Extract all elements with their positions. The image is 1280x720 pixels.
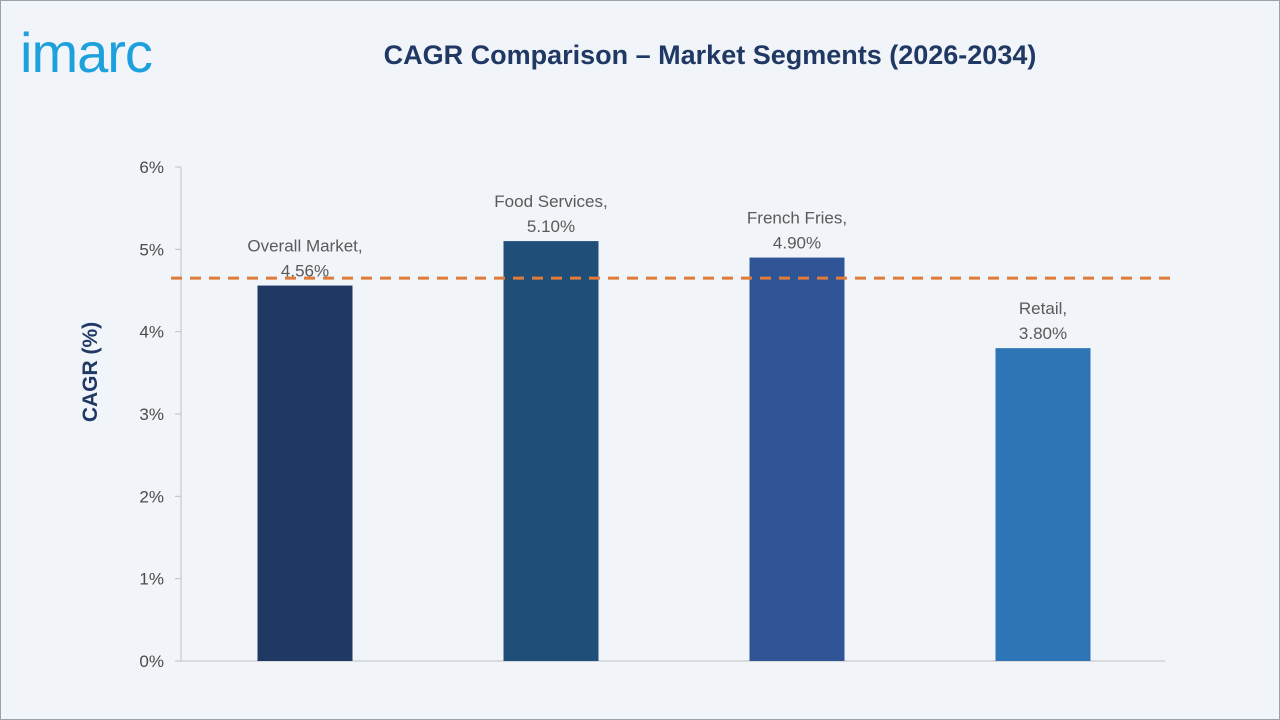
y-tick-label: 5% [139,240,164,259]
bar [257,285,353,661]
data-label-value: 4.90% [773,234,821,253]
data-label-category: Food Services, [494,192,607,211]
bar [503,241,599,661]
bar [749,257,845,661]
chart-title: CAGR Comparison – Market Segments (2026-… [383,40,1037,70]
y-tick-label: 0% [139,652,164,671]
y-tick-label: 2% [139,487,164,506]
y-tick-label: 6% [139,158,164,177]
data-label-category: French Fries, [747,209,847,228]
data-label-value: 3.80% [1019,324,1067,343]
data-label-value: 5.10% [527,217,575,236]
y-axis-title: CAGR (%) [79,322,102,422]
imarc-logo: imarc [20,21,153,84]
data-label-category: Retail, [1019,299,1067,318]
data-label-category: Overall Market, [247,237,362,256]
axes: 0% 1% 2% 3% 4% 5% 6% [139,158,1165,671]
bars [257,241,1091,661]
y-tick-label: 3% [139,405,164,424]
y-tick-label: 1% [139,570,164,589]
bar [995,348,1091,661]
data-labels: Overall Market, 4.56% Food Services, 5.10% F… [247,192,1067,343]
data-label-value: 4.56% [281,262,329,281]
imarc-logo-text: imarc [20,21,152,84]
y-tick-label: 4% [139,323,164,342]
